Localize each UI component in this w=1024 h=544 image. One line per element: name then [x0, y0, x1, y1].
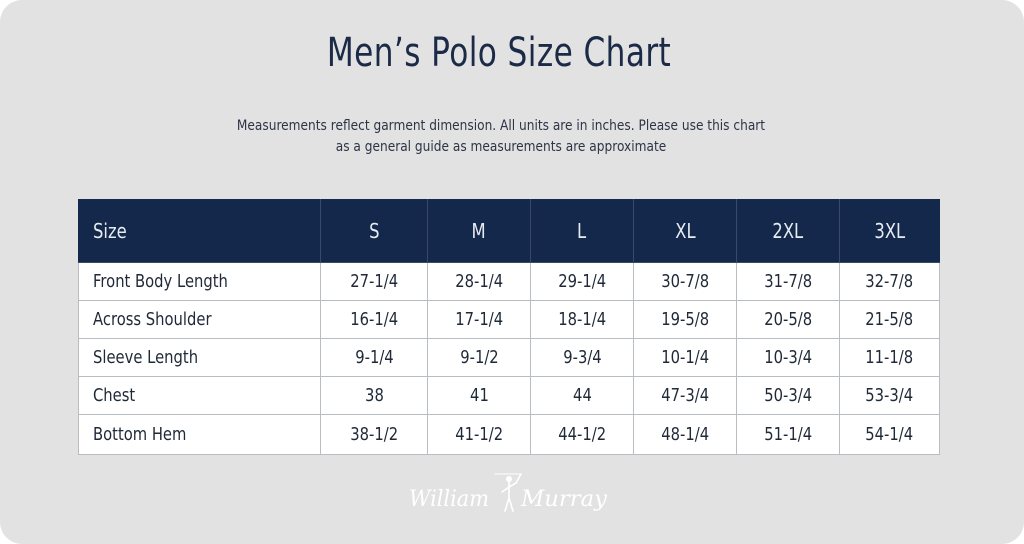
table-cell: 31-7/8 — [736, 262, 840, 301]
table-cell: 53-3/4 — [839, 376, 940, 415]
subtitle-line-2: as a general guide as measurements are a… — [335, 139, 667, 155]
table-cell: 9-1/4 — [320, 338, 428, 377]
table-header: Size S M L XL 2XL 3XL — [78, 199, 940, 263]
subtitle-line-1: Measurements reflect garment dimension. … — [236, 118, 766, 134]
header-m: M — [427, 199, 531, 263]
page-title: Men’s Polo Size Chart — [326, 30, 672, 76]
table-cell: 18-1/4 — [530, 300, 634, 339]
table-cell: 16-1/4 — [320, 300, 428, 339]
table-cell: 9-3/4 — [530, 338, 634, 377]
size-table: Size S M L XL 2XL 3XL Front Body Length … — [78, 199, 940, 455]
table-row: Front Body Length 27-1/4 28-1/4 29-1/4 3… — [78, 262, 940, 301]
header-s: S — [320, 199, 428, 263]
william-murray-logo: William Murray — [409, 473, 608, 512]
logo-text-left: William — [409, 487, 489, 512]
table-body: Front Body Length 27-1/4 28-1/4 29-1/4 3… — [78, 262, 940, 455]
table-cell: 48-1/4 — [633, 414, 737, 455]
table-cell: 29-1/4 — [530, 262, 634, 301]
table-cell: 28-1/4 — [427, 262, 531, 301]
table-cell: 27-1/4 — [320, 262, 428, 301]
row-label: Front Body Length — [78, 262, 321, 301]
logo-text-right: Murray — [520, 487, 608, 512]
header-2xl: 2XL — [736, 199, 840, 263]
table-cell: 11-1/8 — [839, 338, 940, 377]
table-cell: 54-1/4 — [839, 414, 940, 455]
row-label: Bottom Hem — [78, 414, 321, 455]
table-cell: 51-1/4 — [736, 414, 840, 455]
table-cell: 50-3/4 — [736, 376, 840, 415]
subtitle: Measurements reflect garment dimension. … — [80, 116, 922, 158]
table-cell: 44 — [530, 376, 634, 415]
table-cell: 32-7/8 — [839, 262, 940, 301]
table-cell: 17-1/4 — [427, 300, 531, 339]
header-l: L — [530, 199, 634, 263]
golfer-icon — [494, 473, 522, 512]
table-cell: 20-5/8 — [736, 300, 840, 339]
table-header-row: Size S M L XL 2XL 3XL — [78, 199, 940, 263]
table-cell: 38 — [320, 376, 428, 415]
table-row: Across Shoulder 16-1/4 17-1/4 18-1/4 19-… — [78, 300, 940, 339]
table-cell: 41-1/2 — [427, 414, 531, 455]
table-cell: 30-7/8 — [633, 262, 737, 301]
table-row: Chest 38 41 44 47-3/4 50-3/4 53-3/4 — [78, 376, 940, 415]
row-label: Chest — [78, 376, 321, 415]
row-label: Across Shoulder — [78, 300, 321, 339]
table-cell: 47-3/4 — [633, 376, 737, 415]
table-cell: 38-1/2 — [320, 414, 428, 455]
header-3xl: 3XL — [839, 199, 940, 263]
row-label: Sleeve Length — [78, 338, 321, 377]
table-cell: 19-5/8 — [633, 300, 737, 339]
table-cell: 10-1/4 — [633, 338, 737, 377]
table-row: Bottom Hem 38-1/2 41-1/2 44-1/2 48-1/4 5… — [78, 414, 940, 455]
table-cell: 21-5/8 — [839, 300, 940, 339]
table-cell: 9-1/2 — [427, 338, 531, 377]
table-cell: 44-1/2 — [530, 414, 634, 455]
table-cell: 10-3/4 — [736, 338, 840, 377]
header-xl: XL — [633, 199, 737, 263]
table-cell: 41 — [427, 376, 531, 415]
table-row: Sleeve Length 9-1/4 9-1/2 9-3/4 10-1/4 1… — [78, 338, 940, 377]
header-size: Size — [78, 199, 321, 263]
